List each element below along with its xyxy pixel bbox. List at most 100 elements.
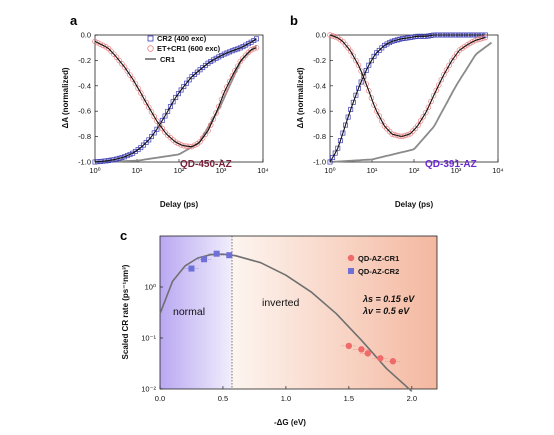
b-circle-point bbox=[379, 118, 385, 124]
b-square-point bbox=[335, 145, 341, 151]
a-circle-point bbox=[156, 122, 163, 128]
a-square-point bbox=[224, 50, 230, 56]
b-circle-point bbox=[394, 132, 401, 139]
panel-c-label: c bbox=[120, 228, 127, 243]
b-square-point bbox=[353, 92, 359, 98]
b-circle-point bbox=[469, 39, 476, 45]
a-ytick-label: -0.4 bbox=[78, 81, 91, 90]
a-circle-point bbox=[135, 85, 141, 92]
a-square-point bbox=[227, 49, 233, 55]
b-square-point bbox=[343, 122, 348, 128]
a-circle-point bbox=[92, 38, 98, 45]
c-cr2-point bbox=[226, 252, 233, 259]
b-fit-curve-1 bbox=[329, 34, 486, 137]
b-square-point bbox=[376, 47, 382, 53]
a-square-point bbox=[159, 117, 165, 123]
a-circle-point bbox=[205, 127, 211, 134]
a-circle-point bbox=[146, 104, 152, 110]
b-square-point bbox=[368, 58, 374, 64]
c-ytick-label: 10⁻² bbox=[141, 385, 156, 394]
a-circle-point bbox=[213, 110, 219, 116]
a-square-point bbox=[237, 45, 243, 51]
b-square-point bbox=[379, 45, 385, 51]
a-square-point bbox=[127, 151, 133, 157]
a-circle-point bbox=[121, 64, 128, 70]
panel-c-marks bbox=[159, 250, 413, 392]
panel-b-xlabel: Delay (ps) bbox=[395, 200, 434, 209]
a-circle-point bbox=[132, 80, 139, 87]
b-square-point bbox=[384, 41, 390, 47]
b-square-point bbox=[340, 130, 346, 136]
a-circle-point bbox=[251, 46, 257, 52]
a-circle-point bbox=[207, 122, 214, 128]
a-square-point bbox=[232, 47, 238, 53]
b-circle-point bbox=[430, 92, 437, 99]
c-ytick-label: 10⁰ bbox=[145, 283, 156, 292]
a-square-point bbox=[178, 87, 184, 93]
a-circle-point bbox=[248, 47, 254, 53]
a-square-point bbox=[240, 44, 246, 50]
panel-b: b 10⁰ 10¹ 10² 10³ 10⁴ 0.0 -0.2 -0.4 -0.6 -0.8 -1.0… bbox=[290, 13, 504, 209]
b-square-point bbox=[366, 62, 372, 68]
a-circle-point bbox=[199, 135, 206, 141]
panel-c-legend: QD-AZ-CR1 QD-AZ-CR2 bbox=[347, 254, 399, 276]
b-xtick-label: 10³ bbox=[451, 166, 462, 175]
a-circle-point bbox=[97, 41, 104, 47]
legend-cr2-marker bbox=[147, 35, 154, 42]
b-circle-point bbox=[350, 53, 357, 59]
a-circle-point bbox=[154, 118, 160, 124]
b-square-point bbox=[330, 155, 336, 161]
panel-a-frame bbox=[94, 34, 264, 163]
panel-a-axes: 10⁰ 10¹ 10² 10³ 10⁴ 0.0 -0.2 -0.4 -0.6 -0.8 -1.0 bbox=[78, 31, 269, 176]
a-circle-point bbox=[124, 68, 131, 74]
a-circle-point bbox=[140, 94, 147, 101]
b-square-point bbox=[356, 85, 361, 91]
a-circle-point bbox=[138, 90, 144, 96]
panel-c: c 0.0 0.5 1.0 1.5 2.0 10⁰ 10⁻¹ 10⁻² Scaled CR r… bbox=[120, 228, 438, 427]
a-square-point bbox=[146, 137, 152, 143]
b-circle-point bbox=[327, 32, 333, 38]
b-square-point bbox=[350, 99, 356, 105]
a-circle-point bbox=[162, 129, 168, 135]
a-square-point bbox=[175, 91, 181, 97]
a-circle-point bbox=[234, 63, 241, 69]
a-square-point bbox=[173, 94, 179, 100]
legend-cr1pts-label: QD-AZ-CR1 bbox=[358, 254, 399, 263]
c-xtick-label: 2.0 bbox=[407, 394, 417, 403]
legend-cr2pts-marker bbox=[348, 268, 354, 274]
a-ytick-label: -1.0 bbox=[78, 158, 91, 167]
a-circle-point bbox=[229, 73, 236, 79]
a-square-point bbox=[181, 84, 187, 89]
b-xtick-label: 10⁴ bbox=[492, 166, 504, 175]
panel-c-ylabel: Scaled CR rate (ps⁻¹nm³) bbox=[121, 264, 130, 359]
a-square-point bbox=[143, 140, 149, 145]
b-circle-point bbox=[368, 95, 375, 101]
b-circle-point bbox=[423, 109, 429, 116]
b-circle-point bbox=[443, 67, 450, 73]
a-square-point bbox=[140, 142, 146, 148]
param-lambda-s: λs = 0.15 eV bbox=[362, 294, 415, 304]
a-square-point bbox=[167, 104, 173, 110]
a-fit-curve-1 bbox=[94, 40, 257, 148]
b-circle-point bbox=[355, 62, 362, 68]
a-circle-point bbox=[216, 103, 222, 110]
b-circle-point bbox=[477, 36, 483, 42]
a-square-point bbox=[186, 77, 192, 83]
a-circle-point bbox=[178, 142, 184, 148]
panel-a-marks bbox=[92, 36, 260, 165]
a-circle-point bbox=[116, 57, 122, 64]
a-circle-point bbox=[191, 142, 198, 148]
b-circle-point bbox=[332, 34, 338, 40]
legend-cr2-label: CR2 (400 exc) bbox=[157, 34, 207, 43]
b-circle-point bbox=[420, 114, 426, 120]
a-xtick-label: 10⁴ bbox=[257, 166, 269, 175]
legend-etcr1-label: ET+CR1 (600 exc) bbox=[157, 44, 221, 53]
b-circle-point bbox=[345, 45, 351, 51]
a-cr1-curve bbox=[94, 44, 258, 163]
a-ytick-label: 0.0 bbox=[81, 31, 91, 40]
b-circle-point bbox=[347, 48, 354, 55]
c-cr2-point bbox=[188, 265, 195, 272]
b-square-point bbox=[345, 114, 351, 120]
a-square-point bbox=[219, 53, 224, 58]
